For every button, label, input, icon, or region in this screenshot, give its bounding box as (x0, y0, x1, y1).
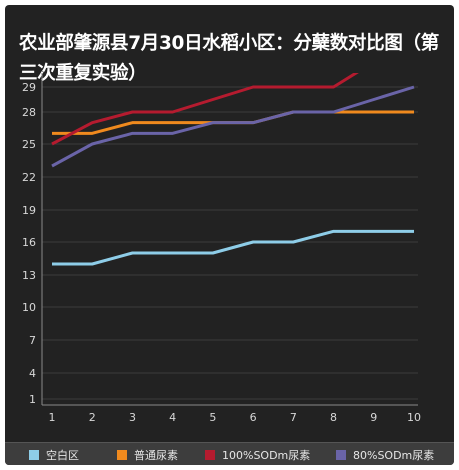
line-chart: 1 4 7 10 13 16 19 22 25 28 29 1 2 3 4 5 6 7 8 9 10 (22, 73, 422, 424)
y-tick-label: 13 (22, 269, 36, 282)
legend-label: 普通尿素 (134, 449, 178, 462)
axes (41, 73, 418, 406)
legend-swatch (29, 450, 39, 460)
x-tick-label: 7 (290, 411, 297, 424)
y-tick-label: 7 (29, 334, 36, 347)
legend-swatch (336, 450, 346, 460)
legend: 空白区 普通尿素 100%SODm尿素 80%SODm尿素 (5, 442, 454, 465)
legend-item: 100%SODm尿素 (205, 447, 310, 463)
series-line-3 (51, 73, 359, 146)
series-line-1 (52, 229, 414, 266)
chart-frame: 农业部肇源县7月30日水稻小区：分蘖数对比图（第三次重复实验） 1 4 7 10 13 1… (5, 5, 454, 465)
y-tick-label: 22 (22, 171, 36, 184)
legend-item: 普通尿素 (117, 447, 178, 463)
y-tick-label: 16 (22, 236, 36, 249)
x-tick-labels: 1 2 3 4 5 6 7 8 9 10 (49, 411, 422, 424)
legend-label: 100%SODm尿素 (222, 449, 311, 462)
x-tick-label: 8 (330, 411, 337, 424)
y-tick-label: 28 (22, 106, 36, 119)
legend-swatch (117, 450, 127, 460)
x-tick-label: 9 (370, 411, 377, 424)
legend-swatch (205, 450, 215, 460)
x-tick-label: 1 (49, 411, 56, 424)
y-tick-label: 1 (29, 393, 36, 406)
y-tick-label: 25 (22, 138, 36, 151)
y-tick-label: 4 (29, 367, 36, 380)
y-tick-label: 10 (22, 301, 36, 314)
series-line-4 (51, 85, 415, 168)
grid-lines (42, 86, 418, 400)
legend-item: 80%SODm尿素 (336, 447, 434, 463)
y-tick-label: 19 (22, 204, 36, 217)
chart-title: 农业部肇源县7月30日水稻小区：分蘖数对比图（第三次重复实验） (19, 33, 439, 84)
x-tick-label: 10 (407, 411, 421, 424)
y-tick-label: 29 (22, 81, 36, 94)
y-tick-labels: 1 4 7 10 13 16 19 22 25 28 29 (22, 81, 36, 406)
x-tick-label: 4 (169, 411, 176, 424)
legend-item: 空白区 (29, 447, 79, 463)
x-tick-label: 2 (89, 411, 96, 424)
x-tick-label: 5 (209, 411, 216, 424)
legend-label: 空白区 (46, 449, 79, 462)
series-lines (51, 73, 415, 266)
legend-label: 80%SODm尿素 (353, 449, 435, 462)
x-tick-label: 3 (129, 411, 136, 424)
x-tick-label: 6 (250, 411, 257, 424)
